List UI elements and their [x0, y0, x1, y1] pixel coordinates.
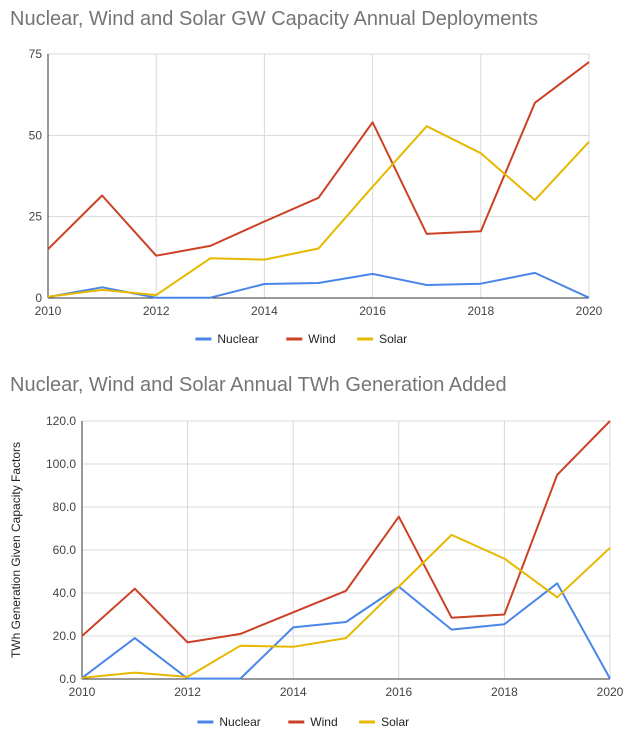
x-tick-label: 2012: [143, 304, 170, 318]
y-axis-label: TWh Generation Given Capacity Factors: [9, 442, 23, 658]
x-tick-label: 2012: [174, 685, 201, 699]
capacity-chart-plot: 0 25 50 75 2010 2012 2014 2016 2018 2020 Nuclear Wi…: [29, 47, 603, 346]
y-tick-label: 60.0: [53, 543, 77, 557]
y-tick-label: 0.0: [59, 672, 76, 686]
legend-label-nuclear: Nuclear: [217, 332, 258, 346]
series-line-wind: [47, 61, 590, 257]
legend-label-nuclear: Nuclear: [219, 715, 260, 729]
x-tick-label: 2018: [467, 304, 494, 318]
x-tick-label: 2014: [280, 685, 307, 699]
series-line-wind: [81, 420, 611, 644]
legend-label-solar: Solar: [381, 715, 409, 729]
y-tick-label: 80.0: [53, 500, 77, 514]
y-tick-label: 75: [29, 47, 43, 61]
y-tick-label: 50: [29, 128, 43, 142]
y-tick-label: 100.0: [46, 457, 76, 471]
y-tick-label: 0: [35, 291, 42, 305]
x-tick-label: 2010: [35, 304, 62, 318]
series-line-solar: [81, 533, 611, 679]
y-tick-label: 20.0: [53, 629, 77, 643]
chart-title: Nuclear, Wind and Solar Annual TWh Gener…: [10, 374, 507, 396]
x-tick-label: 2010: [69, 685, 96, 699]
x-tick-label: 2020: [576, 304, 603, 318]
x-tick-label: 2014: [251, 304, 278, 318]
legend-label-solar: Solar: [379, 332, 407, 346]
series-line-nuclear: [47, 271, 590, 299]
series-line-solar: [47, 125, 590, 298]
generation-chart: Nuclear, Wind and Solar Annual TWh Gener…: [0, 365, 632, 752]
legend: Nuclear Wind Solar: [195, 332, 407, 346]
y-tick-label: 40.0: [53, 586, 77, 600]
y-tick-label: 120.0: [46, 414, 76, 428]
y-tick-label: 25: [29, 210, 43, 224]
legend-label-wind: Wind: [308, 332, 335, 346]
legend: Nuclear Wind Solar: [197, 715, 409, 729]
capacity-chart: Nuclear, Wind and Solar GW Capacity Annu…: [0, 0, 632, 360]
chart-title: Nuclear, Wind and Solar GW Capacity Annu…: [10, 8, 539, 30]
x-tick-label: 2016: [359, 304, 386, 318]
x-tick-label: 2020: [597, 685, 624, 699]
x-tick-label: 2016: [385, 685, 412, 699]
series-line-nuclear: [81, 582, 611, 680]
legend-label-wind: Wind: [310, 715, 337, 729]
generation-chart-plot: 0.0 20.0 40.0 60.0 80.0 100.0 120.0 2010 2012 201…: [9, 414, 624, 729]
x-tick-label: 2018: [491, 685, 518, 699]
